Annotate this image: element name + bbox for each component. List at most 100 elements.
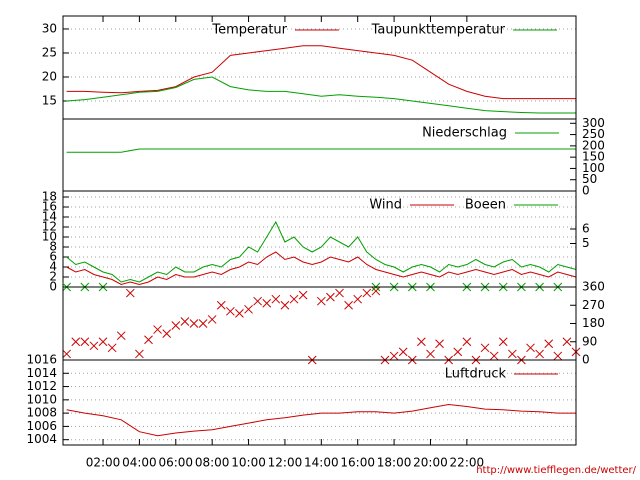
y2-tick-label: 300 xyxy=(582,116,605,130)
series-line xyxy=(66,76,576,114)
y-tick-label: 0 xyxy=(49,280,57,294)
legend-label: Taupunkttemperatur xyxy=(371,23,506,38)
x-tick-label: 08:00 xyxy=(195,456,230,470)
y-tick-label: 6 xyxy=(49,250,57,264)
scatter-point xyxy=(398,347,408,357)
series-line xyxy=(66,220,577,283)
x-tick-label: 14:00 xyxy=(304,456,339,470)
scatter-point xyxy=(262,298,272,308)
y-tick-label: 10 xyxy=(42,230,57,244)
x-tick-label: 18:00 xyxy=(377,456,412,470)
scatter-point xyxy=(326,292,335,302)
scatter-point xyxy=(62,349,71,359)
scatter-point xyxy=(553,351,563,361)
y-tick-label: 16 xyxy=(42,200,57,214)
scatter-point xyxy=(489,351,499,361)
scatter-point xyxy=(189,319,199,328)
scatter-point xyxy=(462,337,472,347)
x-tick-label: 20:00 xyxy=(413,456,448,470)
scatter-point xyxy=(435,339,444,349)
scatter-point xyxy=(80,337,90,347)
scatter-point xyxy=(162,329,172,338)
footer-url: http://www.tiefflegen.de/wetter/ xyxy=(476,465,636,476)
y2-tick-label: 250 xyxy=(582,127,605,141)
y-tick-label: 1010 xyxy=(26,392,57,406)
scatter-point xyxy=(180,317,190,326)
x-tick-label: 02:00 xyxy=(86,456,121,470)
y-tick-label: 25 xyxy=(42,45,57,59)
scatter-point xyxy=(289,294,299,304)
scatter-point xyxy=(526,343,535,353)
y2-tick-label: 5 xyxy=(582,236,590,250)
scatter-point xyxy=(280,300,290,310)
y2-tick-label: 0 xyxy=(582,184,590,198)
x-tick-label: 06:00 xyxy=(158,456,193,470)
scatter-point xyxy=(171,321,181,330)
y-tick-label: 15 xyxy=(42,93,57,107)
legend-label: Wind xyxy=(369,198,402,213)
scatter-point xyxy=(353,294,363,304)
scatter-point xyxy=(362,288,372,298)
scatter-point xyxy=(207,315,217,324)
y-tick-label: 20 xyxy=(42,69,57,83)
panel-frame xyxy=(62,359,577,446)
y-tick-label: 30 xyxy=(42,21,57,35)
scatter-point xyxy=(244,304,253,314)
scatter-point xyxy=(198,319,208,328)
y-tick-label: 8 xyxy=(49,240,57,254)
legend-label: Luftdruck xyxy=(445,367,507,382)
scatter-point xyxy=(125,288,135,298)
y-tick-label: 1012 xyxy=(26,379,57,393)
y-tick-label: 4 xyxy=(49,260,57,274)
scatter-point xyxy=(389,351,399,361)
y2-tick-label: 150 xyxy=(582,150,605,164)
legend-label: Boeen xyxy=(465,198,506,213)
scatter-point xyxy=(498,337,508,347)
y2-tick-label: 50 xyxy=(582,172,597,186)
scatter-point xyxy=(344,300,353,310)
y2-tick-label: 0 xyxy=(582,353,590,367)
x-tick-label: 04:00 xyxy=(122,456,157,470)
scatter-point xyxy=(235,309,244,318)
y-tick-label: 1008 xyxy=(26,406,57,420)
scatter-point xyxy=(335,288,344,298)
series-line xyxy=(66,45,576,100)
y2-tick-label: 90 xyxy=(582,334,597,348)
scatter-point xyxy=(271,294,281,304)
scatter-point xyxy=(153,325,162,334)
scatter-point xyxy=(562,337,572,347)
scatter-point xyxy=(89,341,99,351)
legend-label: Niederschlag xyxy=(422,126,507,141)
y-tick-label: 12 xyxy=(42,220,57,234)
scatter-point xyxy=(453,347,463,357)
scatter-point xyxy=(107,343,117,353)
scatter-point xyxy=(135,349,144,359)
scatter-point xyxy=(253,296,263,306)
panel-frame xyxy=(62,286,577,361)
legend-label: Temperatur xyxy=(211,23,287,38)
scatter-point xyxy=(116,331,126,341)
y2-tick-label: 270 xyxy=(582,298,605,312)
scatter-point xyxy=(507,349,517,359)
scatter-point xyxy=(426,349,435,359)
x-tick-label: 16:00 xyxy=(340,456,375,470)
scatter-point xyxy=(480,343,490,353)
x-tick-label: 22:00 xyxy=(450,456,485,470)
scatter-point xyxy=(417,337,426,347)
scatter-point xyxy=(98,337,108,347)
scatter-point xyxy=(144,335,153,345)
scatter-point xyxy=(371,286,381,296)
series-line xyxy=(66,148,576,153)
x-tick-label: 10:00 xyxy=(231,456,266,470)
series-line xyxy=(66,251,577,286)
y2-tick-label: 360 xyxy=(582,280,605,294)
scatter-point xyxy=(226,306,235,316)
scatter-point xyxy=(71,337,81,347)
y-tick-label: 14 xyxy=(42,210,57,224)
scatter-point xyxy=(216,300,226,310)
scatter-point xyxy=(544,339,554,349)
scatter-point xyxy=(535,349,544,359)
x-tick-label: 12:00 xyxy=(268,456,303,470)
scatter-point xyxy=(316,296,326,306)
